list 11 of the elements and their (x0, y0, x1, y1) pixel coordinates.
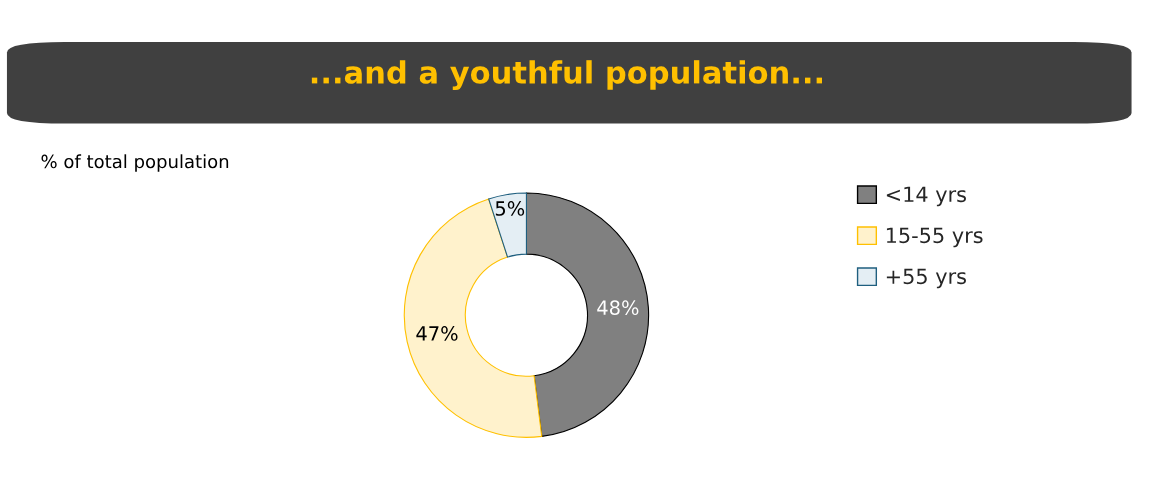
legend-label: <14 yrs (886, 186, 966, 207)
data-label: 48% (597, 300, 639, 316)
donut-slice (525, 192, 650, 437)
data-label: 47% (416, 326, 458, 341)
text: % of total population (41, 154, 229, 172)
chart-title: ...and a youthful population... (311, 60, 822, 90)
donut-slice (488, 192, 527, 258)
legend-label: 15-55 yrs (886, 227, 983, 248)
data-label: 5% (495, 201, 525, 216)
donut-slice (403, 198, 543, 438)
legend-label: +55 yrs (886, 268, 966, 289)
